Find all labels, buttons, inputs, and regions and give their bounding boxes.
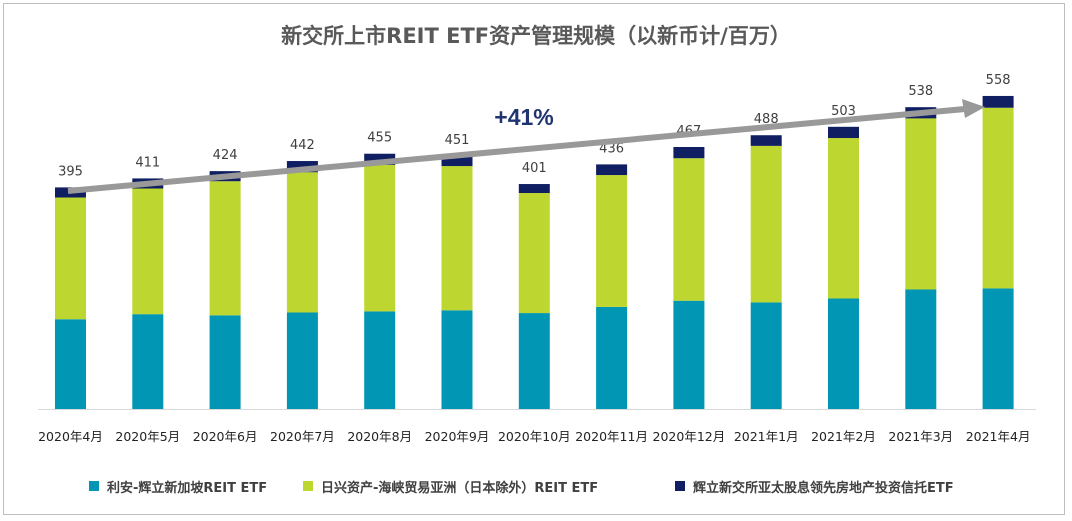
data-label: 436 [599,141,624,156]
bar-segment-1 [286,312,318,409]
data-label: 558 [986,73,1011,88]
bar-segment-2 [55,197,86,320]
data-label: 395 [58,164,83,179]
growth-arrow-shaft [67,106,966,194]
legend-swatch [303,481,313,491]
bar-segment-2 [209,181,241,316]
bar-segment-2 [750,145,782,303]
x-tick-label: 2020年6月 [193,429,258,444]
bar-segment-1 [55,319,86,409]
bar-segment-3 [596,164,628,176]
x-tick-label: 2021年4月 [966,429,1031,444]
bar-segment-1 [828,298,859,409]
bar-segment-1 [518,313,550,409]
bar-segment-1 [905,289,937,409]
bar-segment-1 [441,310,473,409]
data-label: 442 [290,138,315,153]
x-tick-label: 2020年8月 [347,429,412,444]
bar-segment-3 [982,95,1014,108]
bar-segment-3 [673,147,705,159]
legend-swatch [675,481,685,491]
legend-label: 利安-辉立新加坡REIT ETF [107,480,268,496]
bar-segment-3 [518,184,550,194]
data-label: 411 [135,155,160,170]
x-tick-label: 2020年7月 [270,429,335,444]
data-label: 401 [522,161,547,176]
legend-item-1: 利安-辉立新加坡REIT ETF [89,474,267,498]
stacked-bar-chart: 395 2020年4月 411 2020年5月 424 2020年6月 442 2020年7月… [38,73,1036,444]
legend-item-3: 辉立新交所亚太股息领先房地产投资信托ETF [675,474,954,498]
bar-segment-2 [905,118,937,290]
bar-segment-3 [364,153,396,165]
x-tick-label: 2020年9月 [425,429,490,444]
bar-segment-2 [441,166,473,311]
legend-item-2: 日兴资产-海峡贸易亚洲（日本除外）REIT ETF [303,474,598,498]
bar-segment-3 [828,126,859,139]
bar-segment-2 [286,172,318,313]
data-label: 424 [213,148,238,163]
x-tick-label: 2021年3月 [888,429,953,444]
bar-segment-1 [673,300,705,409]
growth-annotation: +41% [494,104,553,130]
bar-segment-2 [518,193,550,314]
data-label: 503 [831,104,856,119]
bar-segment-1 [364,311,396,409]
data-label: 455 [367,131,392,146]
bar-segment-1 [596,306,628,409]
legend-swatch [89,481,99,491]
bar-segment-3 [750,135,782,146]
bar-segment-2 [828,138,859,299]
bar-segment-2 [982,107,1014,289]
legend-label: 日兴资产-海峡贸易亚洲（日本除外）REIT ETF [321,480,599,496]
x-tick-label: 2020年5月 [115,429,180,444]
x-tick-label: 2020年11月 [575,429,648,444]
chart-title: 新交所上市REIT ETF资产管理规模（以新币计/百万） [281,24,791,48]
chart-legend: 利安-辉立新加坡REIT ETF 日兴资产-海峡贸易亚洲（日本除外）REIT ET… [0,474,1072,498]
x-tick-label: 2021年1月 [734,429,799,444]
legend-label: 辉立新交所亚太股息领先房地产投资信托ETF [693,480,954,496]
data-label: 488 [754,112,779,127]
data-label: 538 [908,84,933,99]
bar-segment-2 [673,158,705,301]
bar-segment-2 [132,188,164,315]
x-tick-label: 2021年2月 [811,429,876,444]
x-tick-label: 2020年4月 [38,429,103,444]
bar-segment-1 [750,302,782,409]
x-tick-label: 2020年10月 [498,429,571,444]
x-tick-label: 2020年12月 [653,429,726,444]
bar-segment-2 [596,175,628,307]
bar-segment-3 [441,155,473,167]
bar-segment-1 [209,315,241,409]
growth-arrowhead-icon [962,99,985,118]
bar-segment-2 [364,164,396,312]
bar-segment-1 [132,314,164,409]
data-label: 451 [445,133,470,148]
bar-segment-1 [982,288,1014,409]
